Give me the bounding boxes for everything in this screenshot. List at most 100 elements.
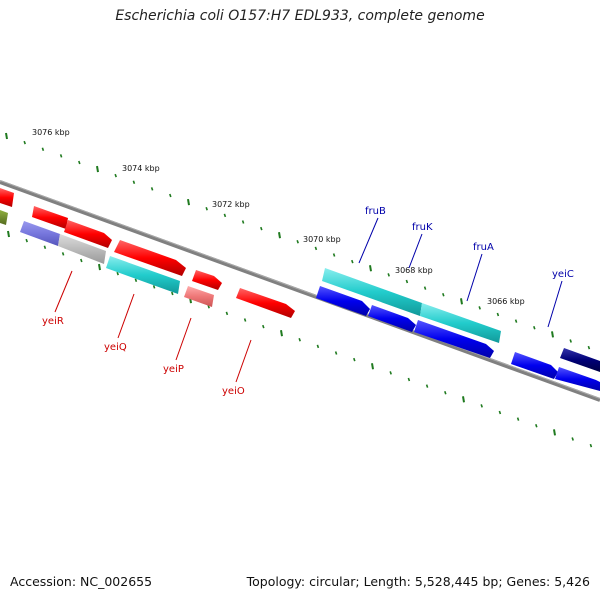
minor-tick xyxy=(569,339,572,343)
minor-tick xyxy=(23,140,26,145)
minor-tick xyxy=(589,443,593,448)
minor-tick xyxy=(389,371,392,375)
minor-tick xyxy=(134,278,138,283)
gene-feature[interactable] xyxy=(316,286,370,316)
minor-tick xyxy=(262,324,265,329)
minor-tick xyxy=(43,245,47,249)
kbp-label-3066: 3066 kbp xyxy=(487,297,525,306)
minor-tick xyxy=(78,160,81,165)
minor-tick xyxy=(498,410,502,415)
minor-tick xyxy=(334,351,338,355)
major-tick xyxy=(280,330,283,337)
minor-tick xyxy=(80,258,83,263)
minor-tick xyxy=(407,377,411,382)
genome-backbone xyxy=(0,180,600,402)
major-tick xyxy=(553,429,556,436)
minor-tick xyxy=(535,424,538,428)
gene-feature[interactable] xyxy=(414,320,494,358)
minor-tick xyxy=(353,357,356,362)
minor-tick xyxy=(223,213,227,218)
gene-feature[interactable] xyxy=(0,210,8,225)
gene-feature[interactable] xyxy=(368,305,416,332)
gene-feature[interactable] xyxy=(64,220,112,248)
gene-feature[interactable] xyxy=(322,268,422,316)
gene-feature[interactable] xyxy=(555,367,600,391)
minor-tick xyxy=(533,326,536,330)
minor-tick xyxy=(171,291,174,296)
gene-label-yeiO: yeiO xyxy=(222,386,245,397)
minor-tick xyxy=(169,193,172,198)
kbp-label-3068: 3068 kbp xyxy=(395,266,433,275)
minor-tick xyxy=(571,437,574,441)
gene-feature[interactable] xyxy=(0,188,14,207)
minor-tick xyxy=(314,246,318,251)
major-tick xyxy=(187,198,190,206)
minor-tick xyxy=(296,240,299,244)
kbp-label-3072: 3072 kbp xyxy=(212,200,250,209)
gene-feature[interactable] xyxy=(511,352,558,379)
map-title: Escherichia coli O157:H7 EDL933, complet… xyxy=(115,8,485,24)
gene-feature[interactable] xyxy=(114,240,186,276)
kbp-label-3070: 3070 kbp xyxy=(303,235,341,244)
gene-label-fruK: fruK xyxy=(412,222,433,233)
minor-tick xyxy=(444,390,447,395)
gene-label-fruA: fruA xyxy=(473,242,494,253)
minor-tick xyxy=(587,345,591,350)
minor-tick xyxy=(516,417,520,421)
minor-tick xyxy=(225,311,229,316)
minor-tick xyxy=(61,252,65,256)
minor-tick xyxy=(205,206,208,211)
gene-feature[interactable] xyxy=(58,234,106,264)
gene-label-lines xyxy=(54,217,563,383)
minor-tick xyxy=(514,319,518,323)
kbp-label-3076: 3076 kbp xyxy=(32,128,70,137)
minor-tick xyxy=(152,285,156,289)
gene-label-yeiQ: yeiQ xyxy=(104,342,127,353)
major-tick xyxy=(7,230,10,238)
accession-text: Accession: NC_002655 xyxy=(10,574,153,589)
minor-tick xyxy=(116,271,119,276)
gene-feature[interactable] xyxy=(420,303,501,343)
gene-feature[interactable] xyxy=(32,206,68,229)
minor-tick xyxy=(207,304,210,309)
major-tick xyxy=(5,132,8,140)
minor-tick xyxy=(260,226,263,231)
minor-tick xyxy=(425,384,429,388)
gene-label-yeiR: yeiR xyxy=(42,316,64,327)
gene-feature[interactable] xyxy=(236,288,295,318)
gene-label-yeiP: yeiP xyxy=(163,364,184,375)
minor-tick xyxy=(150,187,154,191)
major-tick xyxy=(369,265,372,272)
minor-tick xyxy=(41,147,45,151)
gene-feature[interactable] xyxy=(106,256,180,294)
major-tick xyxy=(462,396,465,403)
minor-tick xyxy=(241,220,245,224)
major-tick xyxy=(98,263,101,271)
minor-tick xyxy=(59,154,63,158)
major-tick xyxy=(96,165,99,173)
major-tick xyxy=(460,298,463,305)
major-tick xyxy=(371,363,374,370)
minor-tick xyxy=(243,318,247,322)
minor-tick xyxy=(442,292,445,297)
gene-feature[interactable] xyxy=(192,270,222,290)
gene-label-fruB: fruB xyxy=(365,206,386,217)
gene-label-yeiC: yeiC xyxy=(552,269,574,280)
minor-tick xyxy=(25,238,28,243)
minor-tick xyxy=(480,404,483,408)
kbp-label-3074: 3074 kbp xyxy=(122,164,160,173)
minor-tick xyxy=(316,344,320,349)
gene-feature[interactable] xyxy=(184,286,214,307)
minor-tick xyxy=(387,273,390,277)
minor-tick xyxy=(351,259,354,264)
gene-feature[interactable] xyxy=(20,221,60,246)
minor-tick xyxy=(423,286,427,290)
gene-feature[interactable] xyxy=(560,348,600,372)
genome-backbone-highlight xyxy=(0,180,600,399)
minor-tick xyxy=(405,279,409,284)
major-tick xyxy=(551,331,554,338)
minor-tick xyxy=(496,312,500,317)
minor-tick xyxy=(132,180,136,185)
gene-features xyxy=(0,188,600,391)
